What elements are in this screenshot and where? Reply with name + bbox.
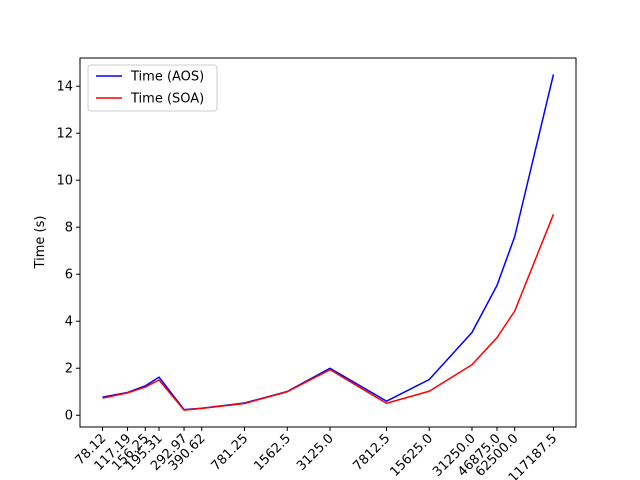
y-tick-label: 10: [56, 174, 73, 189]
series-layer: [102, 74, 555, 411]
plot-area: [79, 57, 577, 428]
legend-label-2: Time (SOA): [130, 92, 204, 107]
y-tick-label: 6: [65, 268, 73, 283]
x-tick-label: 7812.5: [351, 431, 394, 474]
y-axis: 0 2 4 6 8 10 12 14: [56, 80, 80, 424]
y-tick-label: 2: [65, 362, 73, 377]
y-tick-label: 14: [56, 80, 73, 95]
y-axis-label: Time (s): [33, 216, 48, 270]
y-tick-label: 8: [65, 221, 73, 236]
y-tick-label: 12: [56, 127, 73, 142]
x-tick-label: 15625.0: [387, 431, 436, 480]
series-line-2: [102, 214, 555, 411]
legend-label-1: Time (AOS): [130, 70, 204, 85]
x-tick-label: 3125.0: [294, 431, 337, 474]
y-tick-label: 4: [65, 315, 73, 330]
legend: Time (AOS) Time (SOA): [87, 64, 218, 112]
x-tick-label: 1562.5: [251, 431, 294, 474]
y-tick-label: 0: [65, 409, 73, 424]
x-tick-label: 781.25: [209, 431, 252, 474]
